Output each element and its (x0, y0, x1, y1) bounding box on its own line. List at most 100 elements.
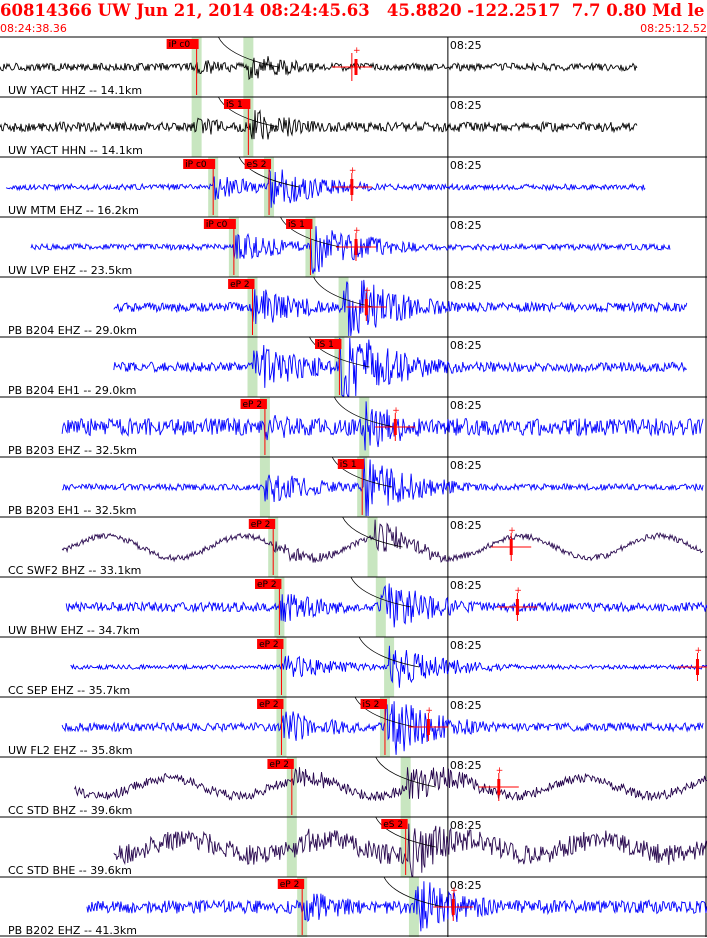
pick-label: iP c0 (169, 40, 191, 50)
minute-tick-label: 08:25 (450, 159, 482, 172)
s-window-band (338, 277, 349, 337)
pick-label: iS 1 (288, 220, 305, 230)
amplitude-plus: + (353, 46, 361, 56)
waveform (70, 645, 707, 688)
pick-box[interactable] (255, 579, 282, 589)
pick-label: eP 2 (230, 280, 250, 290)
pick-label: iS 1 (340, 460, 357, 470)
minute-tick-label: 08:25 (450, 759, 482, 772)
station-label: PB B203 EHZ -- 32.5km (8, 444, 137, 457)
pick-box[interactable] (257, 699, 284, 709)
trace-panel: 08:25 iP c0 eS 2 + UW MTM EHZ -- 16.2km (0, 156, 707, 217)
amplitude-marker (695, 659, 699, 675)
minute-tick-label: 08:25 (450, 459, 482, 472)
trace-panel: 08:25 eP 2 + CC SEP EHZ -- 35.7km (0, 636, 707, 697)
minute-tick-label: 08:25 (450, 579, 482, 592)
trace-panel: 08:25 eP 2 + PB B203 EHZ -- 32.5km (0, 396, 707, 457)
pick-label: eP 2 (257, 580, 277, 590)
travel-time-curve (350, 576, 411, 608)
amplitude-plus: + (353, 226, 361, 236)
waveform (65, 583, 707, 628)
pick-label: eP 2 (269, 760, 289, 770)
pick-box[interactable] (223, 99, 251, 109)
pick-box[interactable] (337, 459, 365, 469)
amplitude-marker (393, 419, 397, 435)
minute-tick-label: 08:25 (450, 819, 482, 832)
station-label: CC STD BHE -- 39.6km (8, 864, 132, 877)
pick-box[interactable] (267, 759, 294, 769)
station-label: UW FL2 EHZ -- 35.8km (8, 744, 133, 757)
waveform (61, 458, 704, 517)
waveform (0, 56, 638, 81)
travel-time-curve (238, 156, 300, 188)
pick-label: eP 2 (280, 880, 300, 890)
pick-box[interactable] (248, 519, 276, 529)
amplitude-marker (350, 179, 354, 195)
pick-box[interactable] (381, 819, 408, 829)
travel-time-curve (375, 756, 436, 788)
pick-box[interactable] (244, 159, 272, 169)
amplitude-marker (354, 59, 358, 75)
amplitude-plus: + (392, 406, 400, 416)
amplitude-marker (426, 719, 430, 735)
amplitude-plus: + (514, 586, 522, 596)
amplitude-plus: + (425, 706, 433, 716)
amplitude-plus: + (508, 526, 516, 536)
s-window-band (367, 517, 378, 577)
amplitude-plus: + (349, 166, 357, 176)
waveform (113, 823, 707, 877)
s-window-band (359, 397, 370, 457)
pick-box[interactable] (360, 699, 387, 709)
waveform (5, 168, 646, 208)
travel-time-curve (358, 636, 420, 668)
amplitude-marker (451, 899, 455, 915)
start-time-label: 08:24:38.36 (0, 22, 67, 35)
pick-box[interactable] (257, 639, 284, 649)
minute-tick-label: 08:25 (450, 519, 482, 532)
end-time-label: 08:25:12.52 (640, 22, 707, 35)
minute-tick-label: 08:25 (450, 39, 482, 52)
trace-panel: 08:25 eP 2 + PB B202 EHZ -- 41.3km (0, 876, 707, 937)
amplitude-plus: + (450, 886, 458, 896)
waveform (61, 401, 704, 451)
pick-label: eP 2 (259, 700, 279, 710)
trace-panel: 08:25 eP 2 + UW BHW EHZ -- 34.7km (0, 576, 707, 637)
pick-box[interactable] (286, 219, 313, 229)
pick-box[interactable] (240, 399, 267, 409)
travel-time-curve (354, 696, 416, 728)
pick-box[interactable] (228, 279, 255, 289)
trace-panel: 08:25 iS 1 PB B203 EH1 -- 32.5km (0, 456, 707, 517)
waveform (113, 337, 688, 397)
minute-tick-label: 08:25 (450, 879, 482, 892)
pick-label: eP 2 (243, 400, 263, 410)
p-window-band (259, 457, 270, 517)
travel-time-curve (342, 516, 403, 548)
pick-box[interactable] (166, 39, 199, 49)
pick-label: iP c0 (185, 160, 207, 170)
travel-time-curve (309, 336, 370, 368)
trace-panel: 08:25 iP c0 iS 1 + UW LVP EHZ -- 23.5km (0, 216, 707, 277)
travel-time-curve (375, 816, 436, 848)
minute-tick-label: 08:25 (450, 399, 482, 412)
station-label: PB B204 EH1 -- 29.0km (8, 384, 136, 397)
station-label: UW YACT HHZ -- 14.1km (8, 84, 142, 97)
s-window-band (384, 637, 395, 697)
station-label: CC STD BHZ -- 39.6km (8, 804, 132, 817)
pick-box[interactable] (203, 219, 236, 229)
pick-box[interactable] (315, 339, 342, 349)
trace-panel: 08:25 eP 2 iS 2 + UW FL2 EHZ -- 35.8km (0, 696, 707, 757)
amplitude-plus: + (363, 286, 371, 296)
amplitude-plus: + (496, 766, 504, 776)
minute-tick-label: 08:25 (450, 219, 482, 232)
pick-label: iS 2 (363, 700, 380, 710)
waveform (61, 519, 704, 563)
trace-panel: 08:25 eP 2 + CC STD BHZ -- 39.6km (0, 756, 707, 817)
minute-tick-label: 08:25 (450, 699, 482, 712)
minute-tick-label: 08:25 (450, 99, 482, 112)
minute-tick-label: 08:25 (450, 639, 482, 652)
trace-panel: 08:25 iS 1 PB B204 EH1 -- 29.0km (0, 336, 707, 397)
travel-time-curve (218, 36, 279, 68)
pick-box[interactable] (277, 879, 305, 889)
pick-box[interactable] (183, 159, 216, 169)
pick-label: eP 2 (259, 640, 279, 650)
